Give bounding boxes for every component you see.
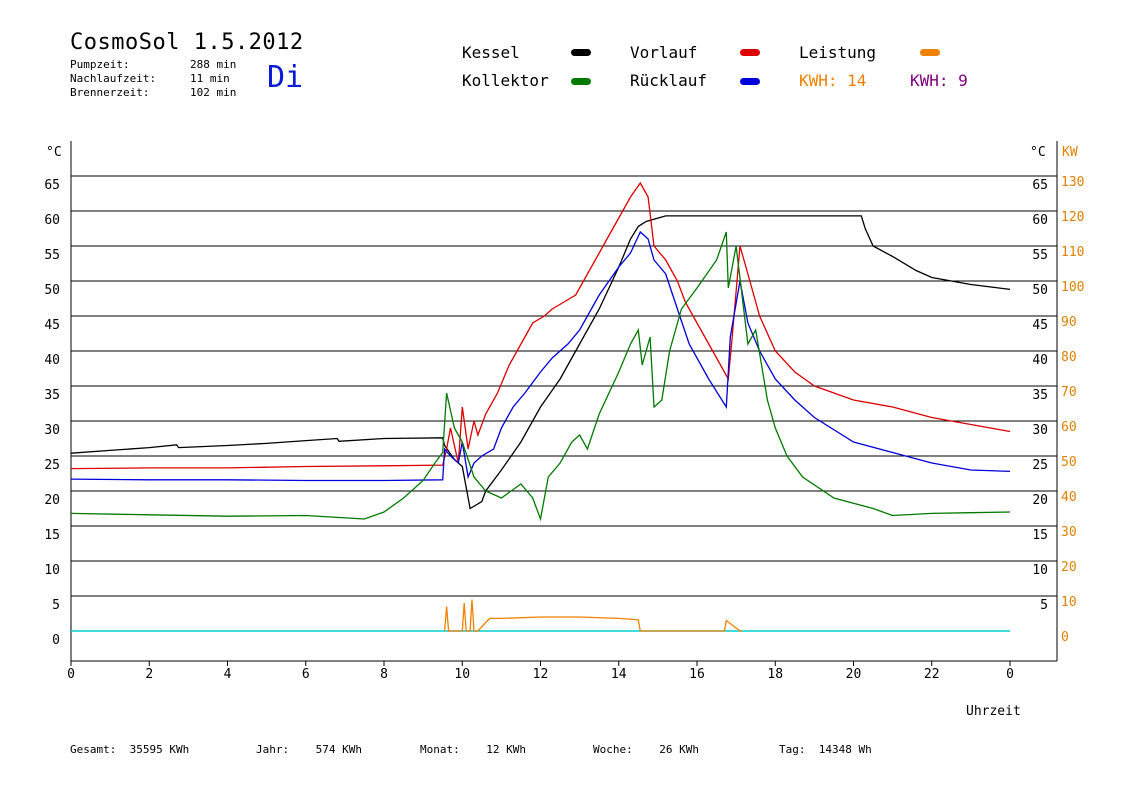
series-line-rcklauf [70,230,1011,482]
x-tick-label: 10 [454,667,470,682]
footer-tag: Tag: 14348 Wh [779,743,872,756]
y-tick-left: 65 [44,178,60,193]
x-tick-label: 6 [302,667,310,682]
series-line-kessel [70,215,1011,510]
y-tick-right-temp: 65 [1032,178,1048,193]
series-line-leistung [443,599,742,632]
legend-vorlauf-swatch [740,49,760,56]
legend-kessel-swatch [571,49,591,56]
x-tick-label: 2 [145,667,153,682]
x-tick-label: 18 [767,667,783,682]
y-tick-right-temp: 60 [1032,213,1048,228]
x-tick-label: 8 [380,667,388,682]
y-tick-right-power: 10 [1061,595,1077,610]
y-axis-unit-power: KW [1062,145,1078,160]
y-tick-right-power: 100 [1061,280,1084,295]
legend-ruecklauf-label: Rücklauf [630,71,708,90]
y-tick-right-temp: 25 [1032,458,1048,473]
y-tick-left: 0 [52,633,60,648]
legend-leistung-swatch [920,49,940,56]
legend-vorlauf-label: Vorlauf [630,43,698,62]
footer-value: 26 KWh [659,743,699,756]
page-title: CosmoSol 1.5.2012 [70,30,304,55]
weekday-label: Di [267,60,304,95]
footer-woche: Woche: 26 KWh [593,743,699,756]
x-tick-label: 4 [224,667,232,682]
y-tick-right-power: 70 [1061,385,1077,400]
series-line-kollektor [70,231,1011,522]
y-tick-right-power: 110 [1061,245,1084,260]
x-tick-label: 16 [689,667,705,682]
y-tick-left: 40 [44,353,60,368]
y-tick-right-power: 40 [1061,490,1077,505]
footer-label: Gesamt: [70,743,117,756]
y-tick-right-power: 120 [1061,210,1084,225]
y-tick-right-power: 20 [1061,560,1077,575]
meta-label: Brennerzeit: [70,86,150,99]
footer-label: Tag: [779,743,806,756]
y-tick-right-temp: 45 [1032,318,1048,333]
y-tick-right-power: 130 [1061,175,1084,190]
meta-label: Nachlaufzeit: [70,72,157,85]
y-tick-right-power: 50 [1061,455,1077,470]
y-tick-right-power: 90 [1061,315,1077,330]
y-tick-left: 35 [44,388,60,403]
y-tick-left: 30 [44,423,60,438]
meta-nachlaufzeit: Nachlaufzeit: 11 min [70,72,230,85]
x-tick-label: 22 [924,667,940,682]
legend-kwh-purple: KWH: 9 [910,71,968,90]
footer-label: Woche: [593,743,633,756]
footer-jahr: Jahr: 574 KWh [256,743,362,756]
x-tick-label: 12 [533,667,549,682]
legend-kessel-label: Kessel [462,43,520,62]
footer-value: 35595 KWh [129,743,190,756]
y-tick-right-power: 30 [1061,525,1077,540]
y-tick-right-temp: 50 [1032,283,1048,298]
y-tick-right-temp: 5 [1040,598,1048,613]
y-tick-left: 45 [44,318,60,333]
y-axis-unit-right: °C [1030,145,1046,160]
x-tick-label: 14 [611,667,627,682]
y-tick-left: 60 [44,213,60,228]
x-tick-label: 0 [67,667,75,682]
y-tick-left: 50 [44,283,60,298]
x-axis-label: Uhrzeit [966,704,1021,719]
legend-leistung-label: Leistung [799,43,877,62]
x-tick-label: 0 [1006,667,1014,682]
y-tick-right-temp: 15 [1032,528,1048,543]
legend-kollektor-label: Kollektor [462,71,549,90]
y-tick-left: 25 [44,458,60,473]
meta-label: Pumpzeit: [70,58,130,71]
y-tick-right-temp: 20 [1032,493,1048,508]
y-tick-right-temp: 35 [1032,388,1048,403]
y-tick-right-temp: 40 [1032,353,1048,368]
y-tick-left: 55 [44,248,60,263]
series-line-vorlauf [70,181,1011,470]
footer-monat: Monat: 12 KWh [420,743,526,756]
x-tick-label: 20 [846,667,862,682]
y-tick-right-temp: 30 [1032,423,1048,438]
y-tick-left: 5 [52,598,60,613]
footer-value: 12 KWh [486,743,526,756]
y-tick-right-power: 80 [1061,350,1077,365]
y-axis-unit-left: °C [46,145,62,160]
y-tick-right-temp: 10 [1032,563,1048,578]
y-tick-left: 10 [44,563,60,578]
legend-kollektor-swatch [571,78,591,85]
y-tick-right-power: 0 [1061,630,1069,645]
y-tick-left: 20 [44,493,60,508]
footer-label: Jahr: [256,743,290,756]
legend-ruecklauf-swatch [740,78,760,85]
footer-label: Monat: [420,743,460,756]
y-tick-right-power: 60 [1061,420,1077,435]
y-tick-left: 15 [44,528,60,543]
footer-value: 574 KWh [315,743,362,756]
footer-value: 14348 Wh [818,743,872,756]
legend-kwh-orange: KWH: 14 [799,71,867,90]
y-tick-right-temp: 55 [1032,248,1048,263]
footer-gesamt: Gesamt: 35595 KWh [70,743,189,756]
